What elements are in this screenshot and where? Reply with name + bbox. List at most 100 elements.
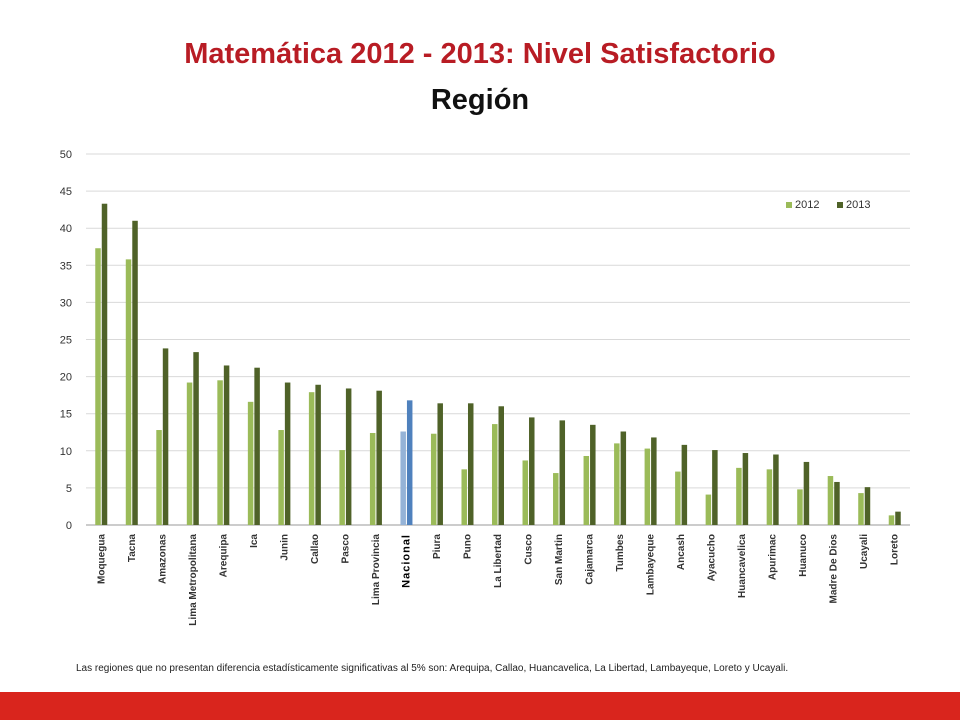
- bar-2012-apurimac: [766, 469, 773, 525]
- x-axis-labels: Moquegua Tacna Amazonas Lima Metropolitana A…: [96, 534, 900, 626]
- chart-subtitle: Región: [430, 84, 530, 116]
- x-tick-label: Ancash: [676, 534, 687, 570]
- bar-2012-tacna: [125, 259, 132, 525]
- bar-2012-callao: [308, 392, 315, 525]
- bar-2012-ica: [247, 401, 254, 525]
- y-tick-label: 10: [60, 446, 72, 458]
- gridlines: [86, 153, 910, 526]
- bar-2012-nacional: [400, 431, 406, 525]
- y-tick-label: 35: [60, 260, 72, 272]
- bar-2012-pasco: [339, 450, 345, 525]
- bar-2012-huanuco: [797, 489, 803, 525]
- bottom-accent-bar: [0, 692, 960, 720]
- legend-swatch-2012: [786, 202, 792, 208]
- bar-2013-loreto: [895, 511, 901, 525]
- y-tick-label: 25: [60, 335, 72, 347]
- bar-2013-tumbes: [620, 431, 627, 525]
- x-tick-label: Junin: [279, 534, 290, 561]
- bar-2012-cajamarca: [583, 455, 590, 525]
- bar-2013-cajamarca: [590, 424, 596, 525]
- bar-2012-san-martin: [553, 473, 559, 525]
- x-tick-label: Puno: [462, 534, 473, 559]
- x-tick-label: Ica: [249, 534, 260, 548]
- x-tick-label: Huancavelica: [737, 534, 748, 598]
- x-tick-label: Madre De Dios: [829, 534, 840, 604]
- bar-2013-puno: [467, 403, 474, 525]
- footnote: Las regiones que no presentan diferencia…: [76, 663, 789, 674]
- bar-2012-ucayali: [858, 493, 864, 525]
- x-tick-label: Ucayali: [859, 534, 870, 569]
- bar-2012-la-libertad: [492, 424, 498, 525]
- x-tick-label: Apurimac: [768, 534, 779, 581]
- x-tick-label: Piura: [432, 534, 443, 559]
- x-tick-label: Callao: [310, 534, 321, 564]
- legend-swatch-2013: [837, 202, 843, 208]
- x-tick-label: Cajamarca: [585, 534, 596, 585]
- bar-2013-junin: [284, 382, 291, 525]
- bar-2012-amazonas: [156, 430, 162, 525]
- bar-2013-pasco: [345, 388, 352, 525]
- bar-2013-huanuco: [803, 461, 810, 525]
- legend: 2012 2013: [786, 199, 870, 211]
- bar-2013-nacional: [406, 400, 413, 525]
- bar-2013-cusco: [529, 417, 535, 525]
- y-tick-label: 5: [66, 483, 72, 495]
- bar-2012-arequipa: [217, 380, 223, 525]
- bar-2012-piura: [430, 433, 437, 525]
- y-tick-label: 45: [60, 186, 72, 198]
- x-tick-label: Amazonas: [157, 534, 168, 584]
- bar-chart: 0 5 10 15 20 25 30 35 40 45 50 Moquegua Tacna Amazon…: [60, 149, 910, 626]
- bar-2013-la-libertad: [498, 406, 504, 525]
- y-tick-label: 30: [60, 297, 72, 309]
- bar-2012-ancash: [675, 471, 681, 525]
- legend-label-2012: 2012: [795, 199, 819, 211]
- bar-2012-madre-de-dios: [827, 476, 834, 525]
- bar-2012-puno: [461, 469, 467, 525]
- y-axis-ticks: 0 5 10 15 20 25 30 35 40 45 50: [60, 149, 72, 532]
- bar-2013-ayacucho: [712, 450, 718, 525]
- bar-2013-san-martin: [559, 420, 566, 525]
- x-tick-label: Tumbes: [615, 534, 626, 572]
- bar-2013-ucayali: [864, 487, 871, 525]
- legend-label-2013: 2013: [846, 199, 870, 211]
- bar-2013-arequipa: [223, 365, 230, 525]
- bar-2013-lima-provincia: [376, 390, 382, 525]
- bar-2013-moquegua: [101, 203, 108, 526]
- bar-2013-piura: [437, 403, 443, 525]
- y-tick-label: 50: [60, 149, 72, 161]
- x-tick-label: Lima Metropolitana: [188, 534, 199, 626]
- bar-2013-callao: [315, 384, 321, 525]
- bar-2013-apurimac: [773, 454, 779, 525]
- x-tick-label: Ayacucho: [707, 534, 718, 581]
- y-tick-label: 0: [66, 520, 72, 532]
- x-tick-label: Arequipa: [218, 534, 229, 578]
- bar-2013-tacna: [132, 220, 138, 525]
- x-tick-label: Lima Provincia: [371, 534, 382, 606]
- x-tick-label: Cusco: [524, 534, 535, 565]
- bar-2012-huancavelica: [736, 467, 742, 525]
- bar-2012-lima-provincia: [369, 432, 376, 525]
- y-tick-label: 20: [60, 372, 72, 384]
- bar-2012-tumbes: [614, 443, 620, 525]
- bar-2012-lambayeque: [644, 448, 651, 525]
- bar-2012-lima-metropolitana: [186, 382, 193, 525]
- x-tick-label: Huanuco: [798, 534, 809, 577]
- x-tick-label: Moquegua: [96, 534, 107, 584]
- bar-2013-lima-metropolitana: [193, 352, 199, 525]
- x-tick-label: Lambayeque: [646, 534, 657, 596]
- x-tick-label: La Libertad: [493, 534, 504, 588]
- x-tick-label: Tacna: [127, 534, 138, 563]
- y-tick-label: 40: [60, 223, 72, 235]
- bar-2012-loreto: [888, 515, 895, 525]
- x-tick-label: San Martin: [554, 534, 565, 585]
- bar-2013-amazonas: [162, 348, 169, 525]
- bar-2012-ayacucho: [705, 494, 712, 525]
- x-tick-label: Pasco: [340, 534, 351, 563]
- bar-2013-lambayeque: [651, 437, 657, 525]
- bar-2013-huancavelica: [742, 453, 749, 525]
- bar-2012-cusco: [522, 460, 529, 525]
- bars: [95, 203, 901, 526]
- bar-2012-moquegua: [95, 248, 101, 525]
- bar-2013-ica: [254, 367, 260, 525]
- bar-2012-junin: [278, 430, 284, 525]
